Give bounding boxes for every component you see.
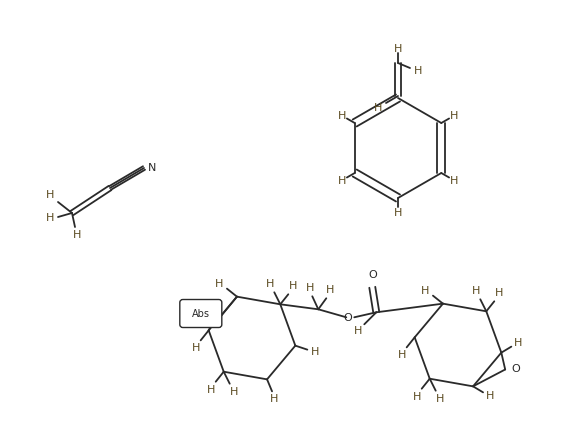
Text: H: H [230, 387, 238, 397]
Text: H: H [46, 213, 54, 223]
Text: H: H [337, 176, 346, 185]
Text: H: H [270, 394, 278, 404]
FancyBboxPatch shape [180, 300, 222, 328]
Text: H: H [374, 103, 382, 113]
Text: H: H [266, 279, 275, 289]
Text: H: H [414, 66, 422, 76]
Text: H: H [73, 230, 81, 240]
Text: Abs: Abs [192, 309, 210, 318]
Text: H: H [450, 176, 458, 185]
Text: H: H [394, 208, 402, 218]
Text: H: H [514, 337, 522, 348]
Text: H: H [326, 285, 335, 295]
Text: O: O [512, 365, 521, 374]
Text: H: H [306, 283, 315, 293]
Text: H: H [215, 279, 223, 289]
Text: H: H [46, 190, 54, 200]
Text: H: H [486, 391, 494, 401]
Text: H: H [337, 110, 346, 121]
Text: H: H [397, 350, 406, 360]
Text: H: H [354, 326, 362, 336]
Text: H: H [311, 347, 320, 357]
Text: H: H [289, 281, 298, 291]
Text: H: H [495, 288, 504, 298]
Text: N: N [148, 163, 156, 173]
Text: H: H [450, 110, 458, 121]
Text: O: O [343, 313, 351, 323]
Text: H: H [394, 44, 402, 54]
Text: H: H [421, 286, 429, 296]
Text: O: O [368, 270, 376, 280]
Text: H: H [413, 392, 421, 402]
Text: H: H [472, 286, 481, 296]
Text: H: H [191, 343, 200, 353]
Text: H: H [207, 385, 215, 395]
Text: H: H [435, 394, 444, 404]
